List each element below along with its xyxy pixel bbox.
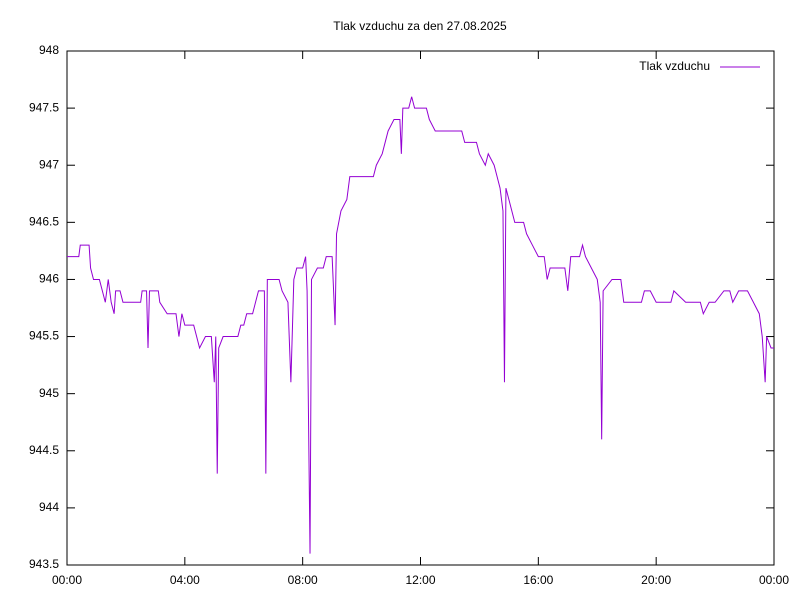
- legend-label: Tlak vzduchu: [639, 59, 710, 73]
- y-tick-label: 946.5: [29, 215, 59, 229]
- x-tick-label: 12:00: [405, 573, 435, 587]
- data-line: [67, 96, 774, 554]
- y-tick-label: 945: [39, 386, 59, 400]
- y-tick-label: 945.5: [29, 329, 59, 343]
- y-tick-label: 948: [39, 43, 59, 57]
- y-tick-label: 947.5: [29, 100, 59, 114]
- y-tick-label: 944: [39, 500, 59, 514]
- x-tick-label: 04:00: [170, 573, 200, 587]
- x-tick-label: 20:00: [641, 573, 671, 587]
- y-tick-label: 944.5: [29, 443, 59, 457]
- y-tick-label: 943.5: [29, 557, 59, 571]
- y-tick-label: 947: [39, 157, 59, 171]
- y-tick-label: 946: [39, 272, 59, 286]
- x-tick-label: 08:00: [288, 573, 318, 587]
- chart-title: Tlak vzduchu za den 27.08.2025: [333, 19, 507, 33]
- x-tick-label: 16:00: [523, 573, 553, 587]
- x-tick-label: 00:00: [52, 573, 82, 587]
- x-tick-label: 00:00: [759, 573, 789, 587]
